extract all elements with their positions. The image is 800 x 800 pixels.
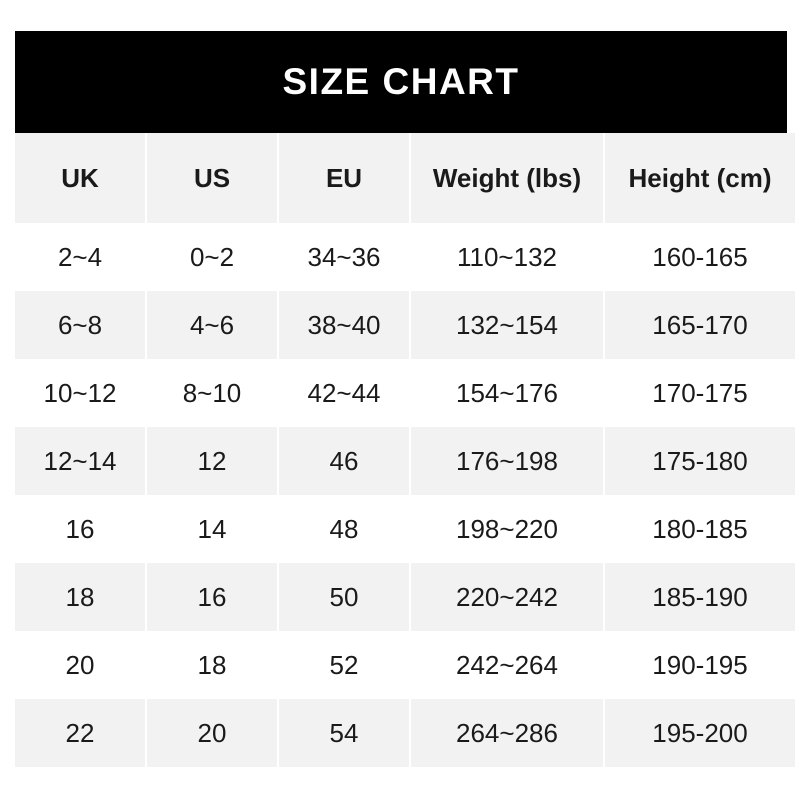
table-row: 18 16 50 220~242 185-190: [15, 563, 795, 631]
table-row: 10~12 8~10 42~44 154~176 170-175: [15, 359, 795, 427]
page-title: SIZE CHART: [282, 61, 520, 102]
column-header-height: Height (cm): [605, 133, 795, 223]
cell-height: 190-195: [605, 631, 795, 699]
cell-height: 180-185: [605, 495, 795, 563]
cell-height: 160-165: [605, 223, 795, 291]
column-header-uk: UK: [15, 133, 145, 223]
cell-height: 165-170: [605, 291, 795, 359]
table-header: UK US EU Weight (lbs) Height (cm): [15, 133, 795, 223]
cell-weight: 198~220: [411, 495, 603, 563]
cell-uk: 16: [15, 495, 145, 563]
cell-us: 18: [147, 631, 277, 699]
cell-height: 170-175: [605, 359, 795, 427]
column-header-eu: EU: [279, 133, 409, 223]
cell-uk: 22: [15, 699, 145, 767]
title-banner: SIZE CHART: [15, 31, 787, 133]
table-row: 12~14 12 46 176~198 175-180: [15, 427, 795, 495]
cell-weight: 154~176: [411, 359, 603, 427]
table-row: 20 18 52 242~264 190-195: [15, 631, 795, 699]
cell-weight: 264~286: [411, 699, 603, 767]
cell-weight: 110~132: [411, 223, 603, 291]
cell-weight: 220~242: [411, 563, 603, 631]
table-row: 22 20 54 264~286 195-200: [15, 699, 795, 767]
cell-us: 8~10: [147, 359, 277, 427]
cell-eu: 50: [279, 563, 409, 631]
table-header-row: UK US EU Weight (lbs) Height (cm): [15, 133, 795, 223]
table-row: 6~8 4~6 38~40 132~154 165-170: [15, 291, 795, 359]
cell-us: 20: [147, 699, 277, 767]
table-body: 2~4 0~2 34~36 110~132 160-165 6~8 4~6 38…: [15, 223, 795, 767]
cell-uk: 18: [15, 563, 145, 631]
cell-eu: 46: [279, 427, 409, 495]
cell-us: 16: [147, 563, 277, 631]
cell-uk: 10~12: [15, 359, 145, 427]
cell-weight: 242~264: [411, 631, 603, 699]
cell-eu: 42~44: [279, 359, 409, 427]
column-header-weight: Weight (lbs): [411, 133, 603, 223]
cell-eu: 54: [279, 699, 409, 767]
cell-height: 185-190: [605, 563, 795, 631]
size-chart-container: SIZE CHART UK US EU Weight (lbs) Height …: [15, 31, 795, 767]
cell-height: 175-180: [605, 427, 795, 495]
cell-uk: 20: [15, 631, 145, 699]
cell-eu: 38~40: [279, 291, 409, 359]
cell-uk: 2~4: [15, 223, 145, 291]
cell-eu: 34~36: [279, 223, 409, 291]
cell-us: 12: [147, 427, 277, 495]
cell-eu: 48: [279, 495, 409, 563]
table-row: 16 14 48 198~220 180-185: [15, 495, 795, 563]
cell-weight: 132~154: [411, 291, 603, 359]
cell-us: 0~2: [147, 223, 277, 291]
cell-weight: 176~198: [411, 427, 603, 495]
size-chart-table: UK US EU Weight (lbs) Height (cm) 2~4 0~…: [13, 133, 797, 767]
cell-us: 14: [147, 495, 277, 563]
cell-us: 4~6: [147, 291, 277, 359]
cell-height: 195-200: [605, 699, 795, 767]
cell-eu: 52: [279, 631, 409, 699]
cell-uk: 12~14: [15, 427, 145, 495]
column-header-us: US: [147, 133, 277, 223]
cell-uk: 6~8: [15, 291, 145, 359]
table-row: 2~4 0~2 34~36 110~132 160-165: [15, 223, 795, 291]
